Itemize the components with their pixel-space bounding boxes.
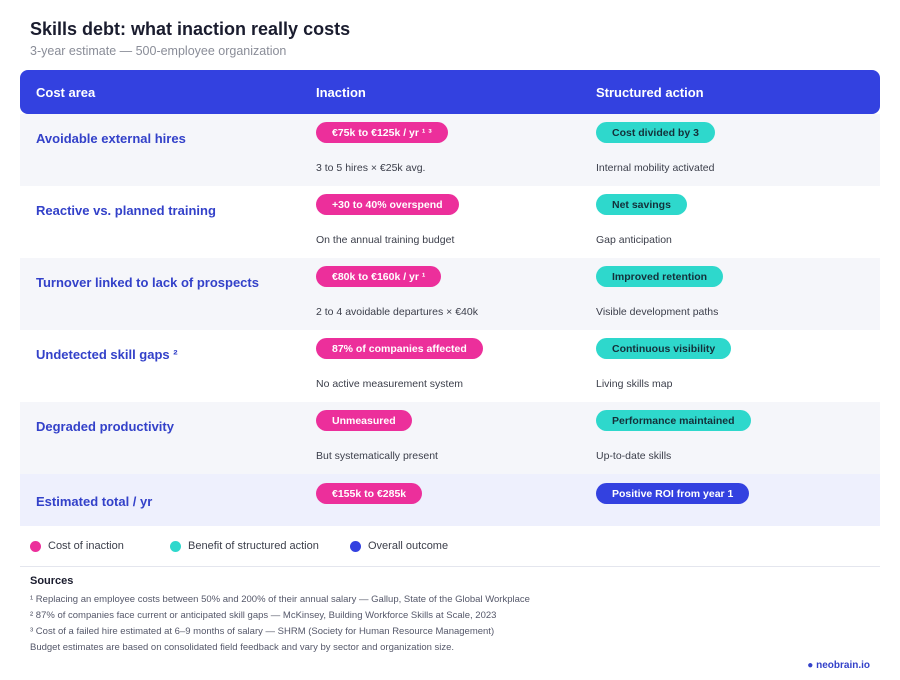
legend-item-benefit: Benefit of structured action xyxy=(170,540,319,552)
table-row: Avoidable external hires €75k to €125k /… xyxy=(20,114,880,186)
cost-area-label: Turnover linked to lack of prospects xyxy=(36,275,259,290)
inaction-note: 2 to 4 avoidable departures × €40k xyxy=(316,306,478,318)
brand-logo: ● neobrain.io xyxy=(807,660,870,671)
total-row: Estimated total / yr €155k to €285k Posi… xyxy=(20,474,880,526)
action-note: Gap anticipation xyxy=(596,234,672,246)
inaction-badge: Unmeasured xyxy=(316,410,412,431)
cost-comparison-table: Cost area Inaction Structured action Avo… xyxy=(20,70,880,526)
inaction-note: But systematically present xyxy=(316,450,438,462)
legend-label: Benefit of structured action xyxy=(188,540,319,552)
legend: Cost of inaction Benefit of structured a… xyxy=(30,540,880,554)
action-badge: Performance maintained xyxy=(596,410,751,431)
column-header-inaction: Inaction xyxy=(316,84,366,100)
inaction-badge: 87% of companies affected xyxy=(316,338,483,359)
legend-label: Overall outcome xyxy=(368,540,449,552)
legend-label: Cost of inaction xyxy=(48,540,124,552)
inaction-badge: €75k to €125k / yr ¹ ³ xyxy=(316,122,448,143)
inaction-badge: €80k to €160k / yr ¹ xyxy=(316,266,442,287)
divider xyxy=(20,566,880,567)
table-header: Cost area Inaction Structured action xyxy=(20,70,880,114)
table-row: Turnover linked to lack of prospects €80… xyxy=(20,258,880,330)
inaction-badge: +30 to 40% overspend xyxy=(316,194,459,215)
cost-area-label: Undetected skill gaps ² xyxy=(36,347,178,362)
table-row: Degraded productivity Unmeasured But sys… xyxy=(20,402,880,474)
page-title: Skills debt: what inaction really costs xyxy=(30,19,351,39)
column-header-cost-area: Cost area xyxy=(36,84,96,100)
inaction-note: No active measurement system xyxy=(316,378,464,390)
table-row: Undetected skill gaps ² 87% of companies… xyxy=(20,330,880,402)
total-action-badge: Positive ROI from year 1 xyxy=(596,483,750,504)
action-badge: Net savings xyxy=(596,194,687,215)
legend-item-overall-outcome: Overall outcome xyxy=(350,540,448,552)
inaction-note: 3 to 5 hires × €25k avg. xyxy=(316,162,426,174)
cost-area-label: Degraded productivity xyxy=(36,419,174,434)
source-line: ² 87% of companies face current or antic… xyxy=(30,610,497,621)
action-badge: Continuous visibility xyxy=(596,338,732,359)
cost-area-label: Reactive vs. planned training xyxy=(36,203,216,218)
sources-heading: Sources xyxy=(30,575,74,587)
action-note: Internal mobility activated xyxy=(596,162,715,174)
action-badge: Improved retention xyxy=(596,266,724,287)
source-line: ³ Cost of a failed hire estimated at 6–9… xyxy=(30,626,495,637)
total-label: Estimated total / yr xyxy=(36,494,153,509)
pink-dot-icon xyxy=(30,540,41,552)
column-header-structured-action: Structured action xyxy=(596,84,704,100)
source-line: ¹ Replacing an employee costs between 50… xyxy=(30,594,530,605)
action-note: Living skills map xyxy=(596,378,673,390)
action-badge: Cost divided by 3 xyxy=(596,122,715,143)
blue-dot-icon xyxy=(350,540,361,552)
source-line: Budget estimates are based on consolidat… xyxy=(30,642,455,653)
page-subtitle: 3-year estimate — 500-employee organizat… xyxy=(30,44,287,58)
legend-item-cost-of-inaction: Cost of inaction xyxy=(30,540,124,552)
inaction-note: On the annual training budget xyxy=(316,234,455,246)
cost-area-label: Avoidable external hires xyxy=(36,131,186,146)
action-note: Visible development paths xyxy=(596,306,719,318)
action-note: Up-to-date skills xyxy=(596,450,672,462)
teal-dot-icon xyxy=(170,540,181,552)
total-inaction-badge: €155k to €285k xyxy=(316,483,423,504)
table-row: Reactive vs. planned training +30 to 40%… xyxy=(20,186,880,258)
